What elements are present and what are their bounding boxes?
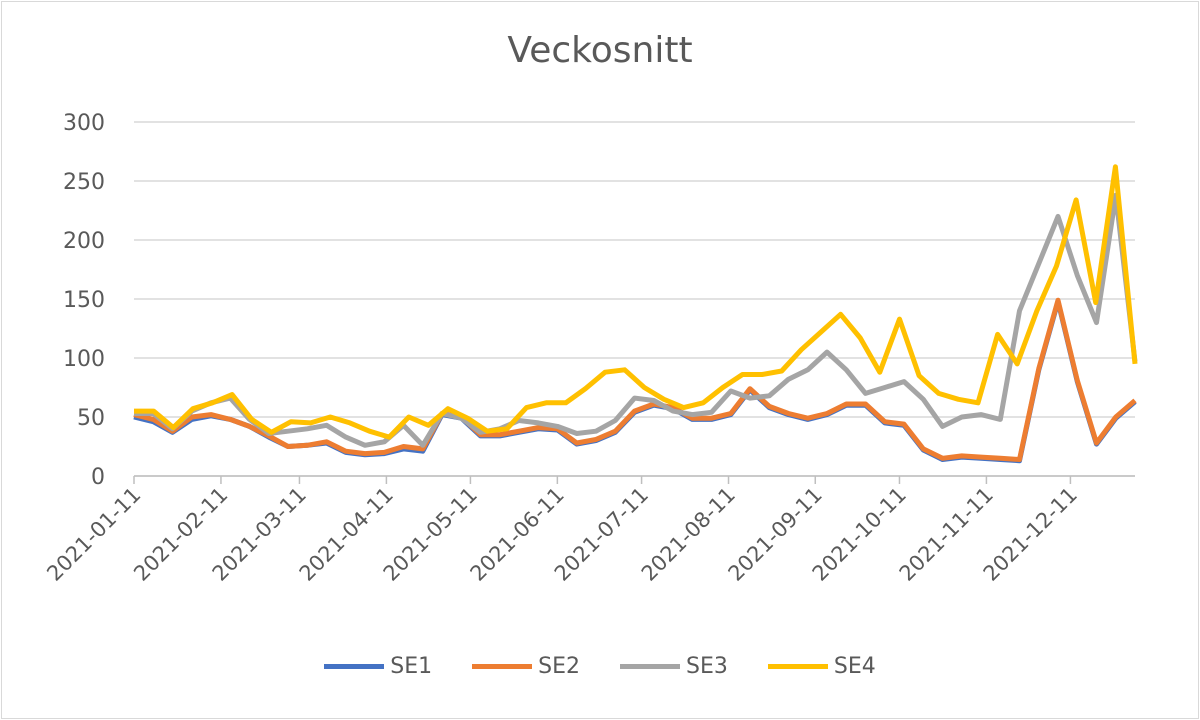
chart-legend: SE1 SE2 SE3 SE4 bbox=[0, 650, 1200, 679]
legend-label: SE3 bbox=[686, 654, 728, 679]
legend-swatch bbox=[620, 664, 680, 669]
y-tick-label: 50 bbox=[77, 406, 105, 431]
y-tick-label: 0 bbox=[91, 465, 105, 490]
y-tick-label: 100 bbox=[63, 347, 105, 372]
series-line-se4 bbox=[134, 164, 1138, 440]
legend-item-se4: SE4 bbox=[767, 654, 876, 679]
series-line-se3 bbox=[134, 192, 1138, 448]
legend-item-se1: SE1 bbox=[324, 654, 432, 679]
y-tick-label: 150 bbox=[63, 288, 105, 313]
legend-swatch bbox=[324, 664, 385, 669]
legend-label: SE1 bbox=[390, 654, 433, 679]
chart-title: Veckosnitt bbox=[507, 30, 693, 71]
legend-label: SE4 bbox=[833, 654, 876, 679]
y-tick-label: 200 bbox=[63, 229, 105, 254]
y-tick-label: 300 bbox=[63, 111, 105, 136]
legend-item-se3: SE3 bbox=[620, 654, 728, 679]
series-line-se2 bbox=[133, 297, 1137, 462]
legend-item-se2: SE2 bbox=[472, 654, 580, 679]
legend-label: SE2 bbox=[538, 654, 580, 679]
legend-swatch bbox=[767, 664, 828, 669]
y-tick-label: 250 bbox=[63, 170, 105, 195]
legend-swatch bbox=[472, 664, 533, 669]
